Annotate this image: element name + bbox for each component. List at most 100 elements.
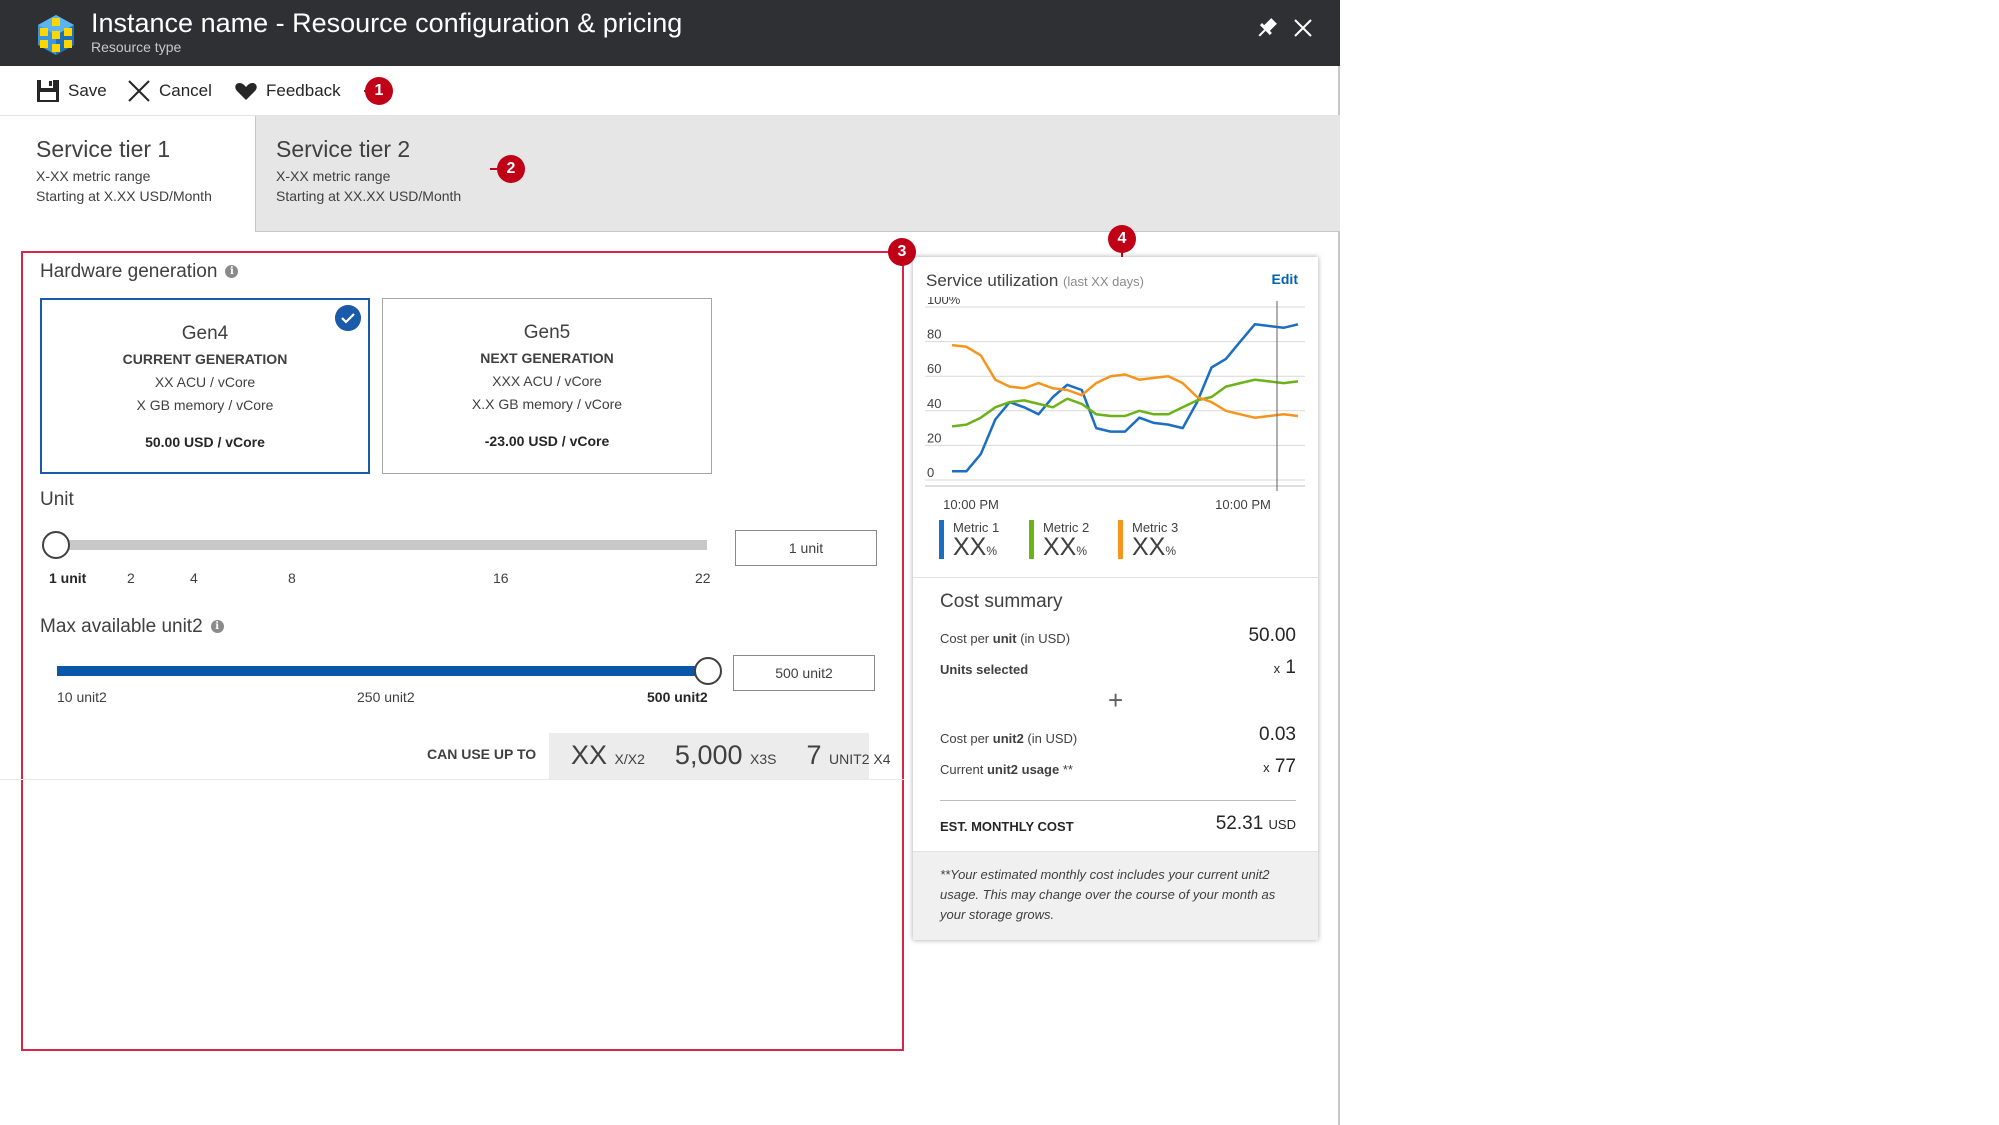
est-monthly-cost-label: EST. MONTHLY COST [940,819,1074,834]
gen-name: Gen5 [523,322,571,343]
can-use-unit-1: X/X2 [614,751,645,767]
hardware-generation-text: Hardware generation [40,261,218,282]
callout-badge-1: 1 [365,77,393,105]
cancel-icon [128,80,150,102]
max-unit2-text: Max available unit2 [40,616,203,637]
unit2-slider-thumb[interactable] [694,657,722,685]
legend-value-unit: % [1165,544,1177,558]
gen-memory: X.X GB memory / vCore [471,396,623,412]
command-bar: Save Cancel Feedback [0,66,1340,116]
legend-metric-1: Metric 1 XX% [939,520,999,560]
y-tick-label: 40 [927,396,941,411]
chart-series [951,323,1299,473]
save-button[interactable]: Save [36,76,107,106]
utilization-title-text: Service utilization [926,271,1059,290]
gen-generation: CURRENT GENERATION [122,351,288,367]
gen4-card[interactable]: Gen4 CURRENT GENERATION XX ACU / vCore X… [40,298,370,474]
tab-title: Service tier 1 [36,136,171,162]
label-part: ** [1059,762,1073,777]
legend-swatch [939,520,944,559]
gen-memory: X GB memory / vCore [136,397,274,413]
save-icon [37,80,59,102]
cost-per-unit-value: 50.00 [1248,625,1296,646]
unit-slider-thumb[interactable] [42,531,70,559]
legend-value-number: XX [1043,533,1077,561]
unit2-value-input[interactable]: 500 unit2 [733,655,875,691]
legend-value: XX% [953,535,999,563]
y-tick-label: 100% [927,297,961,307]
series-line-metric-3 [951,343,1299,419]
multiply-sign: x [1263,760,1270,775]
can-use-unit-2: X3S [750,751,777,767]
unit-tick: 16 [493,570,509,586]
resource-cube-icon [38,15,74,55]
info-icon[interactable]: i [225,265,239,279]
legend-value-unit: % [986,544,998,558]
cost-per-unit-label: Cost per unit (in USD) [940,631,1070,646]
can-use-value-1: XX [571,740,608,770]
edit-chart-link[interactable]: Edit [1271,271,1298,287]
tab-service-tier-1[interactable]: Service tier 1 X-XX metric range Startin… [0,116,255,233]
label-part: Cost per [940,731,993,746]
tab-range: X-XX metric range [276,168,391,184]
x-tick-label: 10:00 PM [1215,497,1271,512]
unit-label: Unit [40,489,74,510]
y-tick-label: 0 [927,465,934,480]
cost-per-unit2-value: 0.03 [1259,724,1296,745]
heart-icon [235,83,257,100]
unit2-tick: 500 unit2 [647,689,708,705]
legend-value: XX% [1043,535,1089,563]
unit-tick: 8 [288,570,296,586]
blade-header: Instance name - Resource configuration &… [0,0,1340,66]
label-part: (in USD) [1023,731,1078,746]
can-use-summary: XX X/X2 5,000 X3S 7 UNIT2 X4 [549,733,891,779]
legend-value: XX% [1132,535,1178,563]
can-use-unit-3: UNIT2 X4 [829,751,891,767]
y-tick-label: 20 [927,430,941,445]
legend-value-number: XX [1132,533,1166,561]
hardware-generation-label: Hardware generation i [40,261,239,283]
can-use-label: CAN USE UP TO [427,746,537,762]
gen5-card[interactable]: Gen5 NEXT GENERATION XXX ACU / vCore X.X… [382,298,712,474]
tab-price: Starting at X.XX USD/Month [36,188,212,204]
gen-price: -23.00 USD / vCore [484,433,610,449]
cancel-button[interactable]: Cancel [127,76,212,106]
unit2-usage-label: Current unit2 usage ** [940,762,1073,777]
unit2-slider-track[interactable] [57,666,707,676]
est-cost-number: 52.31 [1215,813,1264,834]
unit-tick: 4 [190,570,198,586]
legend-value-number: XX [953,533,987,561]
y-tick-label: 60 [927,361,941,376]
max-unit2-label: Max available unit2 i [40,616,224,638]
callout-badge-4: 4 [1108,225,1136,253]
unit-value-input[interactable]: 1 unit [735,530,877,566]
series-line-metric-2 [951,378,1299,428]
checkmark-icon [335,305,361,331]
gen-acu: XX ACU / vCore [154,374,256,390]
section-divider [0,779,905,780]
close-icon[interactable] [1288,13,1318,43]
cost-separator [913,577,1318,578]
feedback-button[interactable]: Feedback [234,76,341,106]
unit2-usage-value: x 77 [1263,756,1296,778]
y-tick-label: 80 [927,327,941,342]
est-monthly-cost-value: 52.31 USD [1216,813,1296,835]
unit-tick: 22 [695,570,711,586]
label-part: Cost per [940,631,993,646]
info-icon[interactable]: i [210,620,224,634]
legend-value-unit: % [1076,544,1088,558]
pin-icon[interactable] [1252,13,1282,43]
gen-name: Gen4 [181,323,229,344]
legend-name: Metric 1 [953,520,1000,535]
units-selected-number: 1 [1285,657,1296,678]
tab-title: Service tier 2 [276,136,411,162]
tab-service-tier-2[interactable]: Service tier 2 X-XX metric range Startin… [255,116,585,232]
est-cost-currency: USD [1268,817,1296,832]
gen-generation: NEXT GENERATION [480,350,614,366]
units-selected-value: x 1 [1274,657,1296,679]
utilization-chart: 100% 80 60 40 20 0 10:00 PM 10:00 PM [925,297,1305,512]
legend-swatch [1029,520,1034,559]
blade-subtitle: Resource type [91,39,182,55]
utilization-subtitle: (last XX days) [1063,274,1144,289]
unit-slider-track[interactable] [55,540,707,550]
